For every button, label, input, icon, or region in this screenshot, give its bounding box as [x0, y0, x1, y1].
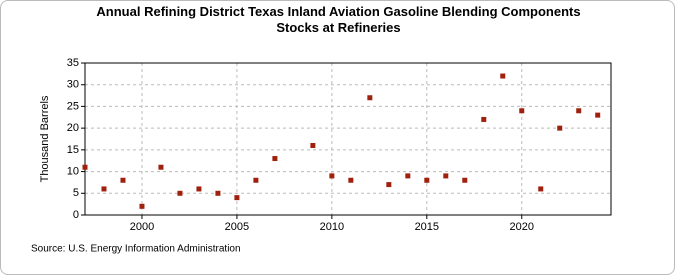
y-tick-label: 25: [67, 100, 79, 112]
chart-title: Annual Refining District Texas Inland Av…: [96, 4, 581, 35]
point: [443, 173, 449, 179]
point: [462, 177, 468, 183]
x-tick-label: 2005: [225, 221, 249, 233]
point: [82, 164, 88, 170]
point: [538, 186, 544, 192]
point: [120, 177, 126, 183]
point: [500, 73, 506, 79]
point: [386, 182, 392, 188]
point: [253, 177, 259, 183]
plot-frame: [84, 62, 612, 216]
point: [272, 156, 278, 162]
point: [101, 186, 107, 192]
point: [215, 190, 221, 196]
point: [158, 164, 164, 170]
y-tick-label: 5: [73, 187, 79, 199]
y-tick-label: 0: [73, 209, 79, 221]
point: [139, 203, 145, 209]
point: [424, 177, 430, 183]
y-tick-label: 20: [67, 122, 79, 134]
point: [348, 177, 354, 183]
x-tick-label: 2015: [415, 221, 439, 233]
y-tick-label: 15: [67, 144, 79, 156]
point: [557, 125, 563, 131]
source-note: Source: U.S. Energy Information Administ…: [31, 244, 241, 255]
y-axis-label: Thousand Barrels: [39, 95, 51, 182]
point: [481, 116, 487, 122]
point: [234, 195, 240, 201]
x-tick-label: 2010: [320, 221, 344, 233]
grid-layer: [85, 62, 611, 216]
point: [519, 108, 525, 114]
point: [576, 108, 582, 114]
y-tick-label: 35: [67, 57, 79, 69]
point: [367, 95, 373, 101]
y-tick-label: 30: [67, 79, 79, 91]
point: [329, 173, 335, 179]
x-tick-label: 2020: [510, 221, 534, 233]
point: [196, 186, 202, 192]
y-tick-label: 10: [67, 165, 79, 177]
point: [405, 173, 411, 179]
point: [177, 190, 183, 196]
point: [595, 112, 601, 118]
x-tick-label: 2000: [130, 221, 154, 233]
point: [310, 143, 316, 149]
